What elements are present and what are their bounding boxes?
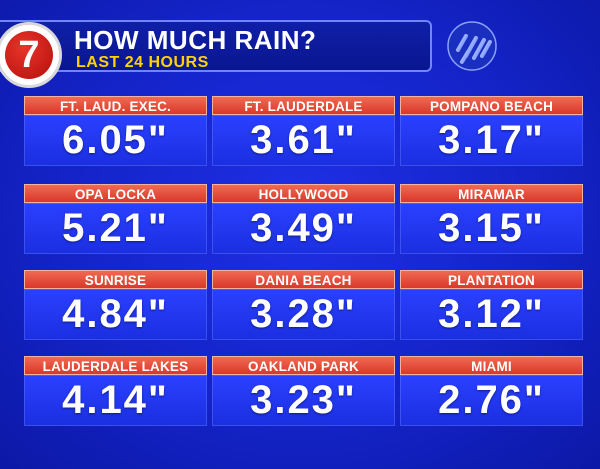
location-name: HOLLYWOOD [212,184,395,203]
location-name: MIAMI [400,356,583,375]
value-panel [24,203,207,254]
rain-amount: 3.61" [250,118,357,162]
rain-amount: 3.17" [438,118,545,162]
value-panel [400,115,583,166]
location-name: POMPANO BEACH [400,96,583,115]
rain-amount: 3.15" [438,206,545,250]
rain-amount: 4.84" [62,292,169,336]
rain-amount: 3.23" [250,378,357,422]
value-panel [24,289,207,340]
rain-amount: 5.21" [62,206,169,250]
title-banner [0,20,432,72]
page-title: HOW MUCH RAIN? [74,25,317,55]
value-panel [400,289,583,340]
location-tile: HOLLYWOOD 3.49" [212,184,395,254]
rain-amount: 3.49" [250,206,357,250]
location-name: FT. LAUD. EXEC. [24,96,207,115]
location-tile: MIAMI 2.76" [400,356,583,426]
rain-amount: 6.05" [62,118,169,162]
value-panel [24,375,207,426]
location-name: OPA LOCKA [24,184,207,203]
location-tile: LAUDERDALE LAKES 4.14" [24,356,207,426]
value-panel [400,375,583,426]
location-name: LAUDERDALE LAKES [24,356,207,375]
value-panel [24,115,207,166]
location-name: OAKLAND PARK [212,356,395,375]
location-tile: OAKLAND PARK 3.23" [212,356,395,426]
location-tile: OPA LOCKA 5.21" [24,184,207,254]
rain-amount: 3.12" [438,292,545,336]
location-tile: SUNRISE 4.84" [24,270,207,340]
value-panel [212,203,395,254]
value-panel [400,203,583,254]
rain-amount: 2.76" [438,378,545,422]
location-tile: FT. LAUD. EXEC. 6.05" [24,96,207,166]
location-name: PLANTATION [400,270,583,289]
logo-number: 7 [18,34,40,76]
location-name: SUNRISE [24,270,207,289]
location-tile: FT. LAUDERDALE 3.61" [212,96,395,166]
value-panel [212,289,395,340]
location-name: FT. LAUDERDALE [212,96,395,115]
rain-icon [447,21,497,71]
location-tile: PLANTATION 3.12" [400,270,583,340]
location-name: DANIA BEACH [212,270,395,289]
logo-red-disc: 7 [5,31,53,79]
rainfall-grid: FT. LAUD. EXEC. 6.05" FT. LAUDERDALE 3.6… [24,96,587,436]
channel-7-logo: 7 [0,22,62,88]
location-tile: MIRAMAR 3.15" [400,184,583,254]
rain-amount: 4.14" [62,378,169,422]
rain-amount: 3.28" [250,292,357,336]
page-subtitle: LAST 24 HOURS [76,54,209,71]
value-panel [212,375,395,426]
location-tile: DANIA BEACH 3.28" [212,270,395,340]
location-name: MIRAMAR [400,184,583,203]
location-tile: POMPANO BEACH 3.17" [400,96,583,166]
value-panel [212,115,395,166]
